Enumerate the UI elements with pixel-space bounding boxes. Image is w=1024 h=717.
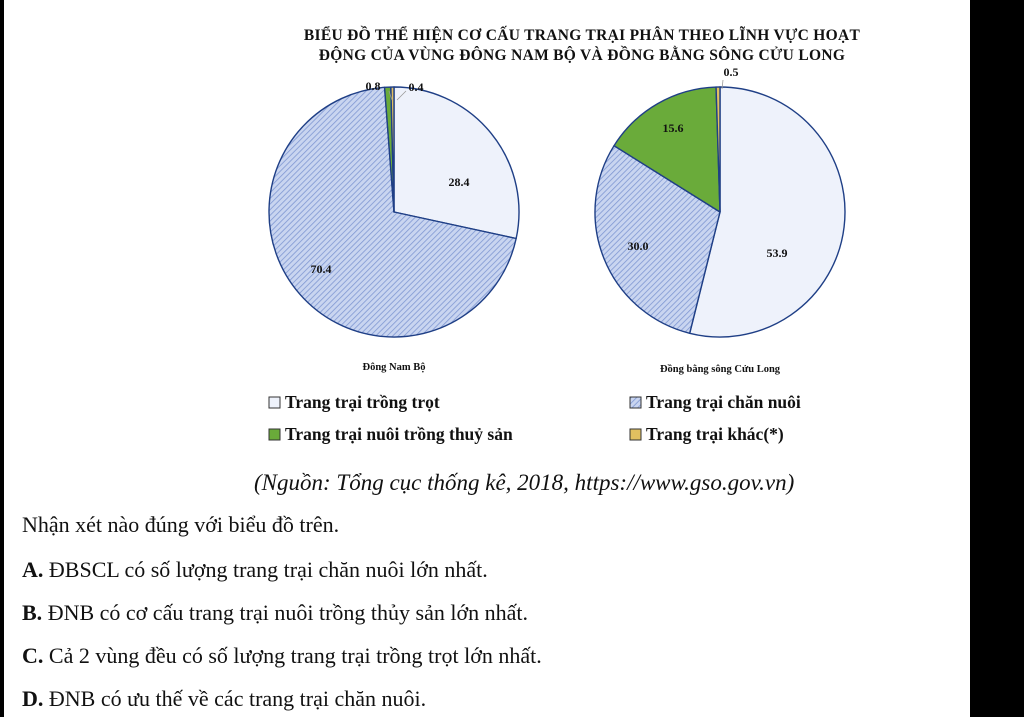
chart-title-line-1: BIỂU ĐỒ THỂ HIỆN CƠ CẤU TRANG TRẠI PHÂN … bbox=[304, 26, 861, 44]
legend-swatch-chan-nuoi bbox=[629, 396, 642, 409]
option-b-letter: B. bbox=[22, 600, 43, 625]
option-b[interactable]: B. ĐNB có cơ cấu trang trại nuôi trồng t… bbox=[22, 600, 528, 626]
pie-1-leader-line-khac bbox=[396, 90, 407, 101]
option-a-text: ĐBSCL có số lượng trang trại chăn nuôi l… bbox=[43, 557, 488, 582]
legend-label-chan-nuoi: Trang trại chăn nuôi bbox=[646, 392, 801, 412]
pie-2-label-trong-trot: 53.9 bbox=[767, 246, 788, 260]
pie-1-slice-trong-trot bbox=[393, 86, 520, 240]
option-c[interactable]: C. Cả 2 vùng đều có số lượng trang trại … bbox=[22, 643, 542, 669]
option-a-letter: A. bbox=[22, 557, 44, 582]
pie-1-label-thuy-san: 0.8 bbox=[366, 79, 381, 93]
legend-swatch-khac bbox=[629, 428, 642, 441]
chart-title-line-2: ĐỘNG CỦA VÙNG ĐÔNG NAM BỘ VÀ ĐỒNG BẰNG S… bbox=[319, 46, 845, 64]
legend-swatch-trong-trot bbox=[268, 396, 281, 409]
pie-1-label-trong-trot: 28.4 bbox=[449, 175, 470, 189]
pie-2-leader-line-khac bbox=[721, 79, 724, 90]
source-note: (Nguồn: Tổng cục thống kê, 2018, https:/… bbox=[254, 470, 795, 495]
legend-label-thuy-san: Trang trại nuôi trồng thuỷ sản bbox=[285, 424, 513, 444]
pie-2-name: Đồng bằng sông Cửu Long bbox=[660, 364, 781, 375]
pie-2-label-chan-nuoi: 30.0 bbox=[628, 239, 649, 253]
option-b-text: ĐNB có cơ cấu trang trại nuôi trồng thủy… bbox=[42, 600, 528, 625]
pie-1-label-khac: 0.4 bbox=[409, 80, 424, 94]
legend-label-trong-trot: Trang trại trồng trọt bbox=[285, 392, 440, 412]
pies-group: 28.4 70.4 0.8 0.4 Đông Nam Bộ 53.9 30.0 15.6 0.5… bbox=[268, 65, 846, 375]
pie-1-slice-chan-nuoi bbox=[268, 86, 517, 338]
pie-1-slice-khac bbox=[390, 86, 395, 213]
pie-2-slice-trong-trot bbox=[688, 86, 846, 338]
legend-swatch-thuy-san bbox=[268, 428, 281, 441]
option-c-letter: C. bbox=[22, 643, 44, 668]
option-d[interactable]: D. ĐNB có ưu thế về các trang trại chăn … bbox=[22, 686, 426, 712]
option-d-letter: D. bbox=[22, 686, 44, 711]
pie-1-label-chan-nuoi: 70.4 bbox=[311, 262, 332, 276]
pie-1-leader-line-thuy-san bbox=[388, 90, 393, 101]
legend-label-khac: Trang trại khác(*) bbox=[646, 424, 784, 444]
pie-2-label-thuy-san: 15.6 bbox=[663, 121, 684, 135]
option-a[interactable]: A. ĐBSCL có số lượng trang trại chăn nuô… bbox=[22, 557, 488, 583]
legend: Trang trại trồng trọt Trang trại chăn nuô… bbox=[268, 392, 801, 444]
chart: BIỂU ĐỒ THỂ HIỆN CƠ CẤU TRANG TRẠI PHÂN … bbox=[268, 26, 861, 444]
option-c-text: Cả 2 vùng đều có số lượng trang trại trồ… bbox=[43, 643, 542, 668]
question-text: Nhận xét nào đúng với biểu đồ trên. bbox=[22, 512, 340, 537]
option-d-text: ĐNB có ưu thế về các trang trại chăn nuô… bbox=[43, 686, 427, 711]
page: BIỂU ĐỒ THỂ HIỆN CƠ CẤU TRANG TRẠI PHÂN … bbox=[4, 0, 970, 717]
pie-2-label-khac: 0.5 bbox=[724, 65, 739, 79]
pie-2-slice-khac bbox=[715, 86, 721, 213]
pie-1-name: Đông Nam Bộ bbox=[362, 362, 425, 373]
pie-2-slice-thuy-san bbox=[613, 86, 721, 213]
